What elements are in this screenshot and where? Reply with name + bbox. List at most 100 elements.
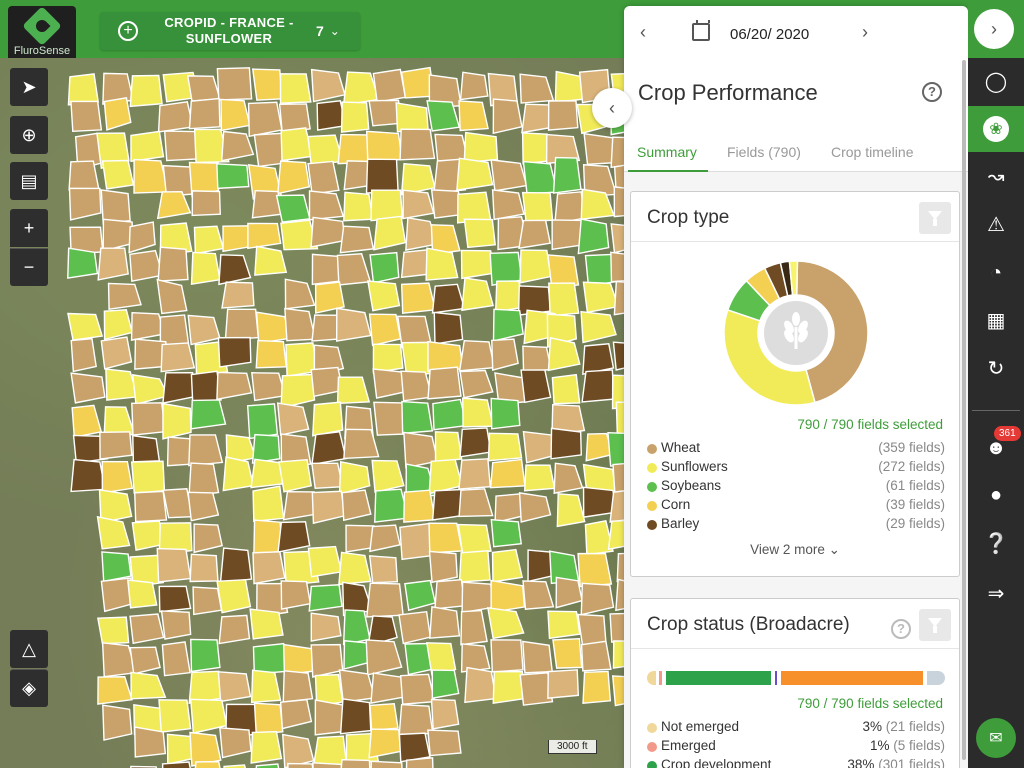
field-polygon[interactable]: [369, 702, 399, 731]
crop-status-filter-button[interactable]: [919, 609, 951, 641]
field-polygon[interactable]: [308, 190, 345, 221]
field-polygon[interactable]: [552, 156, 582, 194]
field-polygon[interactable]: [251, 372, 287, 402]
field-polygon[interactable]: [340, 101, 370, 133]
field-polygon[interactable]: [550, 427, 582, 460]
field-polygon[interactable]: [190, 399, 227, 430]
locate-button[interactable]: ➤: [10, 68, 48, 106]
field-polygon[interactable]: [582, 281, 620, 314]
field-polygon[interactable]: [282, 670, 314, 703]
field-polygon[interactable]: [371, 459, 405, 494]
crop-type-legend-item[interactable]: Corn (39 fields): [647, 497, 945, 515]
field-polygon[interactable]: [370, 189, 404, 222]
field-polygon[interactable]: [188, 434, 224, 467]
field-polygon[interactable]: [311, 431, 347, 466]
field-polygon[interactable]: [67, 73, 100, 106]
crop-type-legend-item[interactable]: Soybeans (61 fields): [647, 478, 945, 496]
crop-type-filter-button[interactable]: [919, 202, 951, 234]
field-polygon[interactable]: [97, 676, 133, 705]
crop-status-legend-item[interactable]: Crop development 38% (301 fields): [647, 757, 945, 768]
calendar-icon[interactable]: [692, 20, 710, 41]
field-polygon[interactable]: [250, 730, 283, 764]
field-polygon[interactable]: [314, 281, 345, 314]
field-polygon[interactable]: [220, 130, 255, 162]
field-polygon[interactable]: [280, 219, 319, 251]
field-polygon[interactable]: [224, 308, 260, 341]
field-polygon[interactable]: [222, 456, 255, 492]
field-polygon[interactable]: [252, 551, 286, 585]
field-polygon[interactable]: [522, 160, 559, 195]
field-polygon[interactable]: [247, 101, 283, 138]
field-polygon[interactable]: [279, 698, 313, 730]
field-polygon[interactable]: [107, 282, 142, 311]
field-polygon[interactable]: [189, 731, 222, 767]
field-polygon[interactable]: [554, 191, 586, 225]
field-polygon[interactable]: [372, 343, 404, 374]
field-polygon[interactable]: [280, 373, 316, 409]
field-polygon[interactable]: [373, 215, 407, 251]
field-polygon[interactable]: [489, 458, 526, 489]
field-polygon[interactable]: [282, 733, 315, 768]
field-polygon[interactable]: [99, 431, 133, 460]
help-icon[interactable]: ?: [922, 82, 942, 102]
field-polygon[interactable]: [403, 489, 436, 523]
crop-status-help-icon[interactable]: ?: [891, 619, 911, 639]
field-polygon[interactable]: [128, 221, 156, 254]
sidebar-item-team[interactable]: ☻: [968, 425, 1024, 471]
field-polygon[interactable]: [282, 643, 317, 676]
crop-selector-button[interactable]: + CROPID - FRANCE - SUNFLOWER 7 ⌄: [100, 12, 360, 50]
field-polygon[interactable]: [310, 612, 342, 642]
field-polygon[interactable]: [491, 189, 525, 221]
field-polygon[interactable]: [404, 579, 437, 612]
field-polygon[interactable]: [132, 434, 161, 463]
field-polygon[interactable]: [221, 281, 255, 309]
field-polygon[interactable]: [522, 580, 555, 610]
field-polygon[interactable]: [102, 704, 133, 741]
tab-crop-timeline[interactable]: Crop timeline: [831, 144, 914, 160]
field-polygon[interactable]: [105, 368, 139, 401]
field-polygon[interactable]: [251, 68, 283, 101]
field-polygon[interactable]: [160, 610, 192, 640]
field-polygon[interactable]: [577, 218, 610, 255]
field-polygon[interactable]: [98, 488, 133, 524]
field-polygon[interactable]: [134, 490, 168, 523]
field-polygon[interactable]: [395, 102, 429, 133]
field-polygon[interactable]: [491, 338, 519, 371]
field-polygon[interactable]: [246, 403, 279, 440]
field-polygon[interactable]: [188, 462, 220, 497]
field-polygon[interactable]: [430, 224, 461, 256]
field-polygon[interactable]: [280, 580, 312, 610]
field-polygon[interactable]: [158, 522, 193, 556]
field-polygon[interactable]: [458, 458, 492, 490]
field-polygon[interactable]: [432, 398, 468, 431]
field-polygon[interactable]: [365, 158, 399, 194]
field-polygon[interactable]: [157, 246, 189, 282]
field-polygon[interactable]: [490, 397, 521, 430]
field-polygon[interactable]: [247, 222, 282, 250]
field-polygon[interactable]: [368, 313, 402, 347]
field-polygon[interactable]: [193, 523, 223, 554]
field-polygon[interactable]: [369, 524, 401, 553]
field-polygon[interactable]: [70, 372, 106, 404]
sidebar-item-zoning[interactable]: ◔: [968, 250, 1024, 296]
field-polygon[interactable]: [284, 278, 316, 310]
field-polygon[interactable]: [429, 606, 461, 639]
field-polygon[interactable]: [70, 337, 97, 373]
field-polygon[interactable]: [580, 640, 612, 672]
crop-status-legend-item[interactable]: Emerged 1% (5 fields): [647, 738, 945, 756]
field-polygon[interactable]: [133, 726, 167, 758]
sidebar-item-logout[interactable]: ⇒: [968, 570, 1024, 616]
field-polygon[interactable]: [256, 582, 289, 619]
date-value[interactable]: 06/20/ 2020: [730, 26, 810, 43]
field-polygon[interactable]: [580, 582, 615, 616]
field-polygon[interactable]: [547, 336, 581, 372]
field-polygon[interactable]: [458, 488, 494, 518]
field-polygon[interactable]: [252, 642, 289, 675]
field-polygon[interactable]: [220, 98, 251, 132]
field-polygon[interactable]: [434, 431, 463, 463]
field-polygon[interactable]: [70, 458, 106, 493]
field-polygon[interactable]: [519, 672, 554, 706]
panel-scrollbar[interactable]: [962, 60, 966, 760]
field-polygon[interactable]: [71, 404, 103, 439]
field-polygon[interactable]: [193, 128, 230, 164]
